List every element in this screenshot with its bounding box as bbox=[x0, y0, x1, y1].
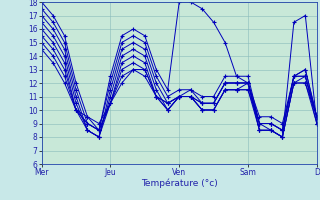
X-axis label: Température (°c): Température (°c) bbox=[141, 179, 218, 188]
